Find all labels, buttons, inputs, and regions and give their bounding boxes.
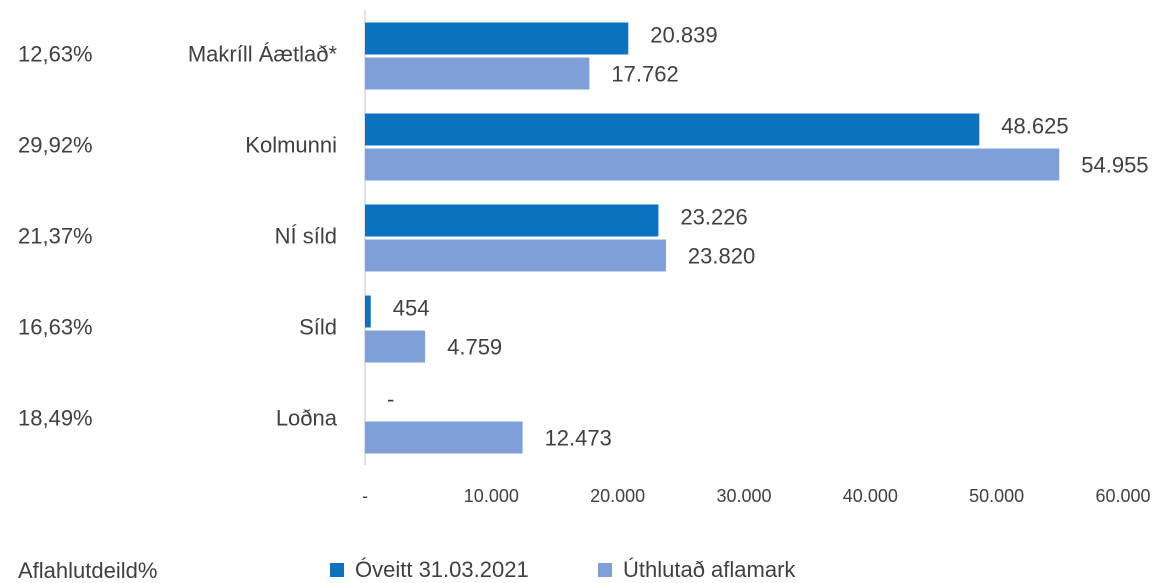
bar [365, 148, 1060, 181]
bar [365, 113, 980, 146]
x-tick-label: 40.000 [843, 486, 898, 506]
legend-label: Úthlutað aflamark [623, 557, 796, 582]
category-label: Síld [299, 314, 337, 339]
category-label: NÍ síld [275, 223, 337, 248]
share-label: 29,92% [18, 132, 93, 157]
value-label: 20.839 [650, 22, 717, 47]
legend-label: Óveitt 31.03.2021 [355, 557, 529, 582]
value-label: 12.473 [545, 425, 612, 450]
value-label: 23.820 [688, 243, 755, 268]
x-tick-label: - [362, 486, 368, 506]
category-label: Makríll Áætlað* [188, 41, 338, 66]
bar [365, 421, 523, 454]
x-tick-label: 60.000 [1095, 486, 1150, 506]
legend-swatch [598, 563, 612, 577]
bar [365, 239, 666, 272]
bar [365, 295, 371, 328]
x-tick-label: 50.000 [969, 486, 1024, 506]
share-label: 18,49% [18, 405, 93, 430]
category-label: Loðna [276, 405, 338, 430]
share-label: 21,37% [18, 223, 93, 248]
bar [365, 57, 590, 90]
share-label: 12,63% [18, 41, 93, 66]
category-label: Kolmunni [245, 132, 337, 157]
share-header: Aflahlutdeild% [18, 558, 157, 583]
bar [365, 22, 629, 55]
value-label: 454 [393, 295, 430, 320]
value-label: 4.759 [447, 334, 502, 359]
bar [365, 330, 426, 363]
share-label: 16,63% [18, 314, 93, 339]
x-tick-label: 20.000 [590, 486, 645, 506]
value-label: 23.226 [680, 204, 747, 229]
x-tick-label: 10.000 [464, 486, 519, 506]
x-tick-label: 30.000 [716, 486, 771, 506]
bar [365, 204, 659, 237]
value-label: 54.955 [1081, 152, 1148, 177]
value-label: 48.625 [1001, 113, 1068, 138]
value-label: 17.762 [611, 61, 678, 86]
legend-swatch [330, 563, 344, 577]
value-label: - [387, 386, 394, 411]
